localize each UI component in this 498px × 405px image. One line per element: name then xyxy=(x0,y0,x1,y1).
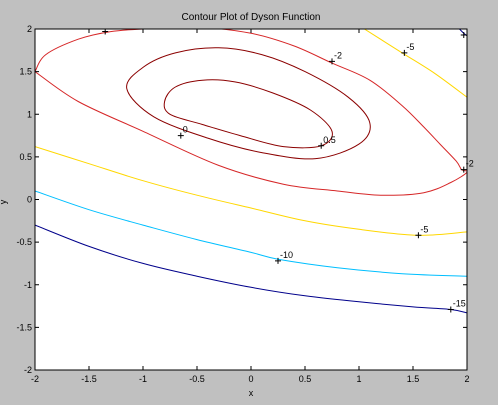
y-axis-label: y xyxy=(0,199,8,204)
contour-marker-0 xyxy=(102,28,109,35)
contour-label-marker-1 xyxy=(177,132,184,139)
contour-label-2: -2 xyxy=(334,50,342,60)
contour-line-6 xyxy=(35,224,467,314)
contour-line-2 xyxy=(35,29,467,196)
x-tick-label-5: 0.5 xyxy=(299,374,312,384)
y-tick-label-5: 0.5 xyxy=(19,152,32,162)
contour-lines xyxy=(35,29,467,314)
contour-label-6: -10 xyxy=(280,250,293,260)
y-tick-label-7: 1.5 xyxy=(19,67,32,77)
contour-label-1: 0 xyxy=(183,125,188,135)
contour-line-1 xyxy=(126,47,371,160)
x-tick-label-3: -0.5 xyxy=(189,374,205,384)
y-tick-label-0: -2 xyxy=(24,365,32,375)
contour-label-marker-0 xyxy=(318,142,325,149)
contour-label-marker-7 xyxy=(447,306,454,313)
contour-label-5: -5 xyxy=(420,224,428,234)
contour-label-4: -2 xyxy=(466,159,474,169)
y-tick-label-6: 1 xyxy=(27,109,32,119)
x-tick-label-4: 0 xyxy=(248,374,253,384)
x-tick-label-2: -1 xyxy=(139,374,147,384)
y-tick-label-2: -1 xyxy=(24,280,32,290)
contour-line-0 xyxy=(163,79,333,149)
y-tick-label-1: -1.5 xyxy=(16,322,32,332)
x-tick-label-0: -2 xyxy=(31,374,39,384)
contour-label-marker-6 xyxy=(275,257,281,264)
contour-label-0: 0.5 xyxy=(323,135,336,145)
contour-line-5 xyxy=(35,190,467,277)
x-tick-label-1: -1.5 xyxy=(81,374,97,384)
x-tick-label-7: 1.5 xyxy=(407,374,420,384)
contour-label-marker-3 xyxy=(401,49,408,56)
x-tick-label-8: 2 xyxy=(464,374,469,384)
contour-label-marker-4 xyxy=(460,166,467,173)
contour-label-marker-5 xyxy=(415,232,422,239)
plot-area xyxy=(35,29,467,370)
contour-line-3 xyxy=(35,146,467,236)
y-tick-label-3: -0.5 xyxy=(16,237,32,247)
chart-title: Contour Plot of Dyson Function xyxy=(182,12,321,23)
contour-labels: 0.5 0 -2 -5 -2 -5 -10 -15 xyxy=(102,28,474,313)
contour-label-7: -15 xyxy=(453,298,466,308)
y-tick-label-8: 2 xyxy=(27,24,32,34)
contour-line-4 xyxy=(364,29,467,98)
axis-ticks: -2 -1.5 -1 -0.5 0 0.5 1 1.5 2 -2 -1.5 -1 -0.5 0 0.5 1 1.… xyxy=(16,24,469,384)
contour-label-3: -5 xyxy=(406,42,414,52)
contour-marker-1 xyxy=(460,31,467,38)
x-tick-label-6: 1 xyxy=(356,374,361,384)
y-tick-label-4: 0 xyxy=(27,195,32,205)
contour-label-marker-2 xyxy=(329,58,335,65)
x-axis-label: x xyxy=(249,388,254,398)
